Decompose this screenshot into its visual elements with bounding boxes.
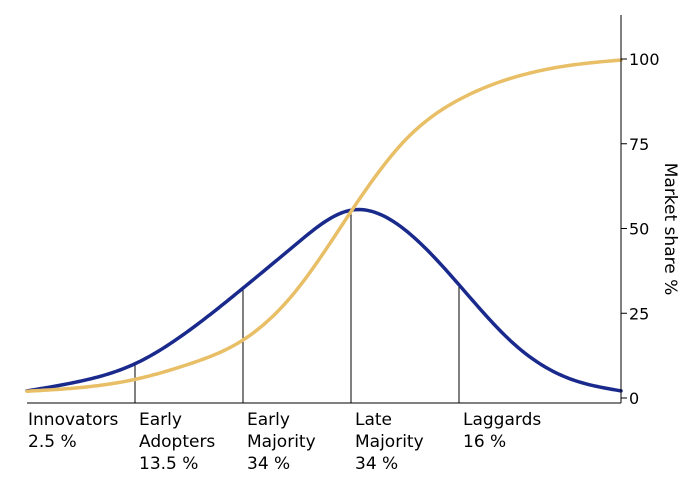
y-axis-ticks: 0 25 50 75 100 [621,50,660,408]
y-tick-label: 25 [629,304,649,323]
category-name-line: Innovators [28,410,118,430]
y-tick-label: 50 [629,220,649,239]
segment-boundaries [134,210,460,403]
category-name-line: Majority [355,432,424,452]
y-axis-title: Market share % [660,163,680,296]
y-tick-label: 75 [629,135,649,154]
cumulative-market-share-curve [25,58,623,393]
category-label: Early Adopters 13.5 % [139,410,215,474]
category-name-line: Laggards [463,410,541,430]
series-curves [25,58,623,393]
category-name-line: Adopters [139,432,215,452]
category-share: 16 % [463,432,506,452]
category-name-line: Early [139,410,182,430]
category-name-line: Late [355,410,392,430]
category-share: 2.5 % [28,432,77,452]
category-labels: Innovators 2.5 %Early Adopters 13.5 %Early M… [28,410,541,474]
category-name-line: Early [247,410,290,430]
category-share: 13.5 % [139,454,198,474]
category-name-line: Majority [247,432,316,452]
category-label: Laggards 16 % [463,410,541,452]
y-tick-label: 100 [629,50,660,69]
adoption-density-curve [25,207,623,393]
category-share: 34 % [355,454,398,474]
category-label: Early Majority 34 % [247,410,316,474]
category-label: Innovators 2.5 % [28,410,118,452]
category-label: Late Majority 34 % [355,410,424,474]
category-share: 34 % [247,454,290,474]
y-tick-label: 0 [629,389,639,408]
